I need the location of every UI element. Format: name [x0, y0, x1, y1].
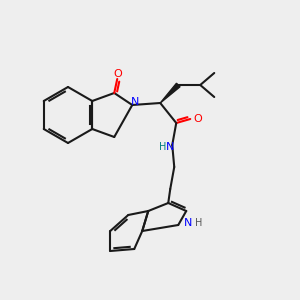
Text: O: O	[114, 69, 123, 79]
Text: O: O	[194, 114, 203, 124]
Text: N: N	[184, 218, 192, 228]
Text: H: H	[159, 142, 166, 152]
Text: H: H	[195, 218, 202, 228]
Text: N: N	[131, 97, 140, 107]
Polygon shape	[160, 83, 180, 103]
Text: N: N	[166, 142, 174, 152]
